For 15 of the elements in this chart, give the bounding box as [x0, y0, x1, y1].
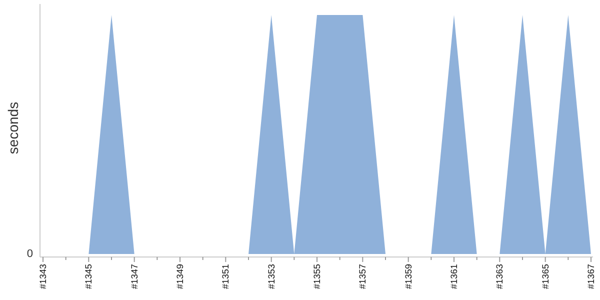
x-tick-label: #1359 [403, 264, 414, 290]
x-tick-label: #1347 [129, 264, 140, 290]
x-tick-label: #1351 [220, 264, 231, 290]
x-tick-label: #1357 [358, 264, 368, 290]
x-tick-label: #1367 [586, 264, 596, 290]
text: 0 [26, 248, 33, 260]
x-tick-label: #1363 [494, 264, 505, 290]
x-tick-label: #1365 [540, 264, 550, 290]
x-tick-label: #1355 [312, 264, 322, 290]
x-tick-label: #1353 [266, 264, 276, 290]
x-tick-label: #1343 [38, 264, 48, 290]
y-axis-title: seconds [5, 102, 21, 154]
x-tick-label: #1361 [449, 264, 459, 290]
x-tick-label: #1345 [84, 264, 94, 290]
x-tick-label: #1349 [175, 264, 185, 290]
